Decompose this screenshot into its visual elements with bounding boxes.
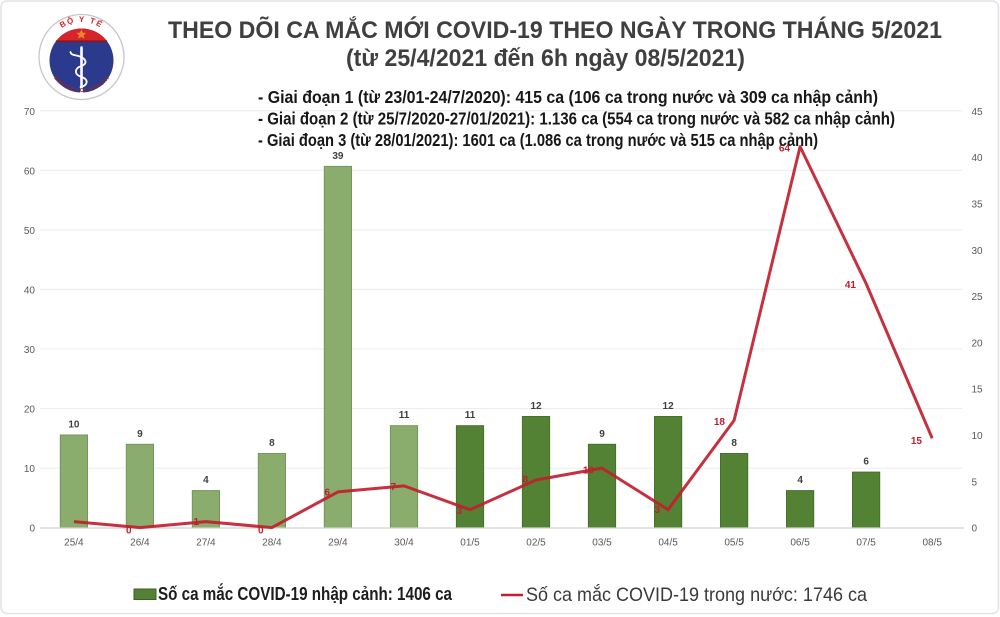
svg-text:6: 6 bbox=[324, 488, 330, 499]
svg-text:- Giai đoạn 1 (từ 23/01-24/7/2: - Giai đoạn 1 (từ 23/01-24/7/2020): 415 … bbox=[258, 87, 878, 107]
svg-text:07/5: 07/5 bbox=[856, 538, 876, 549]
svg-text:3: 3 bbox=[456, 506, 462, 517]
svg-text:0: 0 bbox=[972, 524, 978, 535]
svg-text:64: 64 bbox=[779, 144, 791, 155]
svg-text:15: 15 bbox=[972, 385, 984, 396]
svg-text:06/5: 06/5 bbox=[790, 538, 810, 549]
svg-text:35: 35 bbox=[972, 199, 984, 210]
svg-text:Số ca mắc COVID-19 nhập cảnh:: Số ca mắc COVID-19 nhập cảnh: 1406 ca bbox=[158, 583, 453, 604]
svg-text:01/5: 01/5 bbox=[460, 538, 480, 549]
svg-text:05/5: 05/5 bbox=[724, 538, 744, 549]
svg-text:30/4: 30/4 bbox=[394, 538, 414, 549]
svg-text:20: 20 bbox=[972, 338, 984, 349]
svg-text:12: 12 bbox=[663, 401, 675, 412]
svg-text:(từ 25/4/2021 đến 6h ngày 08/5: (từ 25/4/2021 đến 6h ngày 08/5/2021) bbox=[346, 45, 745, 72]
svg-text:9: 9 bbox=[599, 429, 605, 440]
svg-text:20: 20 bbox=[24, 405, 36, 416]
svg-text:THEO DÕI CA MẮC MỚI COVID-19 T: THEO DÕI CA MẮC MỚI COVID-19 THEO NGÀY T… bbox=[168, 16, 942, 44]
svg-text:15: 15 bbox=[911, 436, 923, 447]
svg-text:8: 8 bbox=[269, 438, 275, 449]
svg-text:10: 10 bbox=[68, 420, 80, 431]
svg-text:28/4: 28/4 bbox=[262, 538, 282, 549]
svg-text:26/4: 26/4 bbox=[130, 538, 150, 549]
svg-text:25/4: 25/4 bbox=[64, 538, 84, 549]
svg-text:10: 10 bbox=[972, 431, 984, 442]
svg-text:50: 50 bbox=[24, 226, 36, 237]
svg-text:29/4: 29/4 bbox=[328, 538, 348, 549]
svg-text:Số ca mắc COVID-19 trong nước:: Số ca mắc COVID-19 trong nước: 1746 ca bbox=[526, 583, 867, 606]
svg-text:60: 60 bbox=[24, 166, 36, 177]
svg-text:02/5: 02/5 bbox=[526, 538, 546, 549]
svg-text:18: 18 bbox=[714, 417, 726, 428]
svg-text:- Giai đoạn 3 (từ 28/01/2021):: - Giai đoạn 3 (từ 28/01/2021): 1601 ca (… bbox=[258, 130, 818, 150]
svg-text:- Giai đoạn 2 (từ 25/7/2020-27: - Giai đoạn 2 (từ 25/7/2020-27/01/2021):… bbox=[258, 109, 895, 129]
svg-text:27/4: 27/4 bbox=[196, 538, 216, 549]
svg-text:30: 30 bbox=[972, 246, 984, 257]
svg-text:3: 3 bbox=[654, 505, 660, 516]
svg-text:0: 0 bbox=[126, 526, 132, 537]
svg-text:9: 9 bbox=[137, 429, 143, 440]
svg-text:0: 0 bbox=[258, 526, 264, 537]
svg-text:11: 11 bbox=[465, 410, 476, 421]
svg-text:8: 8 bbox=[522, 475, 528, 486]
svg-text:04/5: 04/5 bbox=[658, 538, 678, 549]
svg-text:4: 4 bbox=[797, 475, 803, 486]
svg-text:5: 5 bbox=[972, 477, 978, 488]
svg-text:4: 4 bbox=[203, 475, 209, 486]
svg-text:12: 12 bbox=[530, 401, 542, 412]
svg-text:39: 39 bbox=[332, 151, 344, 162]
svg-text:8: 8 bbox=[731, 438, 737, 449]
svg-text:11: 11 bbox=[399, 410, 410, 421]
svg-text:0: 0 bbox=[29, 524, 35, 535]
svg-text:10: 10 bbox=[583, 466, 595, 477]
svg-text:25: 25 bbox=[972, 292, 984, 303]
svg-text:40: 40 bbox=[24, 285, 36, 296]
svg-text:03/5: 03/5 bbox=[592, 538, 612, 549]
svg-text:6: 6 bbox=[863, 457, 869, 468]
svg-text:7: 7 bbox=[390, 482, 396, 493]
svg-text:10: 10 bbox=[24, 464, 36, 475]
svg-text:30: 30 bbox=[24, 345, 36, 356]
svg-text:41: 41 bbox=[845, 280, 857, 291]
svg-text:40: 40 bbox=[972, 153, 984, 164]
svg-text:08/5: 08/5 bbox=[922, 538, 942, 549]
svg-text:45: 45 bbox=[972, 107, 984, 118]
svg-text:70: 70 bbox=[24, 107, 36, 118]
svg-text:1: 1 bbox=[193, 517, 199, 528]
